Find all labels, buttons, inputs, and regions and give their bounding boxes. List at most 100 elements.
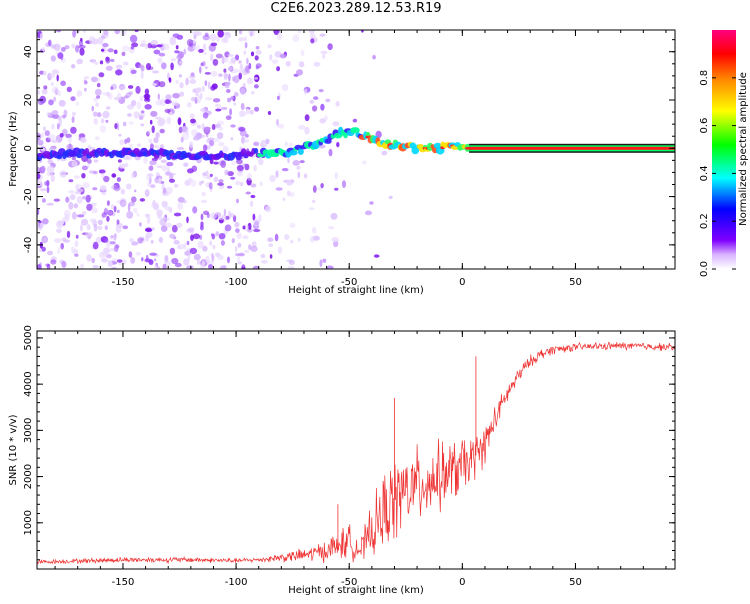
- y-tick-label: 40: [23, 45, 34, 58]
- noise-blob: [235, 180, 240, 186]
- noise-blob: [230, 57, 237, 63]
- y-tick-label: 4000: [23, 371, 34, 396]
- noise-blob: [362, 160, 367, 165]
- noise-blob: [199, 181, 202, 186]
- noise-blob: [201, 199, 207, 204]
- noise-blob: [203, 210, 209, 215]
- noise-blob: [216, 132, 224, 140]
- noise-blob: [218, 73, 223, 77]
- noise-blob: [189, 78, 197, 85]
- noise-blob: [82, 196, 87, 200]
- noise-blob: [253, 77, 259, 80]
- noise-blob: [101, 212, 107, 218]
- x-tick-label: -150: [112, 577, 135, 588]
- noise-blob: [56, 74, 59, 82]
- noise-blob: [193, 253, 201, 261]
- noise-blob: [93, 118, 98, 125]
- noise-blob: [324, 115, 328, 121]
- noise-blob: [163, 43, 170, 51]
- noise-blob: [199, 66, 202, 74]
- noise-blob: [104, 225, 109, 231]
- noise-blob: [192, 233, 200, 240]
- noise-blob: [189, 247, 198, 255]
- noise-blob: [46, 180, 50, 187]
- noise-blob: [153, 258, 157, 262]
- noise-blob: [239, 110, 246, 117]
- noise-blob: [158, 165, 163, 169]
- noise-blob: [164, 108, 171, 113]
- noise-blob: [119, 139, 125, 145]
- noise-blob: [213, 161, 219, 165]
- noise-blob: [131, 172, 135, 179]
- noise-blob: [133, 207, 138, 214]
- noise-blob: [239, 63, 243, 70]
- noise-blob: [253, 164, 257, 172]
- noise-blob: [303, 88, 308, 95]
- noise-blob: [159, 98, 167, 106]
- noise-blob: [238, 37, 245, 42]
- noise-blob: [296, 165, 301, 170]
- noise-blob: [300, 49, 305, 56]
- noise-blob: [136, 101, 141, 110]
- noise-blob: [72, 111, 76, 117]
- noise-blob: [227, 97, 232, 103]
- noise-blob: [247, 222, 252, 230]
- noise-blob: [267, 44, 272, 49]
- noise-blob: [71, 156, 77, 161]
- noise-blob: [115, 244, 120, 249]
- noise-blob: [119, 199, 127, 208]
- noise-blob: [210, 252, 214, 259]
- noise-blob: [164, 99, 172, 104]
- x-tick-label: -50: [341, 277, 357, 288]
- noise-blob: [146, 173, 151, 182]
- noise-blob: [289, 192, 295, 197]
- noise-blob: [143, 93, 151, 100]
- noise-blob: [251, 91, 255, 95]
- noise-blob: [210, 70, 218, 77]
- noise-blob: [94, 61, 99, 65]
- noise-blob: [205, 170, 209, 176]
- noise-blob: [282, 197, 286, 201]
- noise-blob: [212, 98, 221, 103]
- noise-blob: [61, 47, 66, 52]
- noise-blob: [93, 97, 98, 102]
- noise-blob: [201, 85, 205, 93]
- noise-blob: [222, 145, 229, 153]
- noise-blob: [215, 123, 221, 128]
- noise-blob: [176, 222, 183, 228]
- noise-blob: [76, 196, 83, 204]
- noise-blob: [326, 265, 334, 269]
- noise-blob: [210, 42, 218, 47]
- noise-blob: [55, 228, 62, 233]
- spectrogram-frame: [36, 29, 676, 270]
- noise-blob: [202, 34, 210, 41]
- noise-blob: [253, 142, 259, 146]
- noise-blob: [106, 215, 110, 222]
- noise-blob: [246, 77, 254, 85]
- noise-blob: [76, 214, 85, 218]
- noise-blob: [120, 188, 125, 195]
- noise-blob: [86, 203, 93, 211]
- noise-blob: [227, 54, 234, 57]
- noise-blob: [213, 176, 219, 182]
- ridge-blob: [253, 148, 259, 154]
- y-tick-label: 5000: [23, 325, 34, 350]
- noise-blob: [38, 248, 42, 253]
- colorbar-gradient: [712, 30, 736, 269]
- noise-blob: [86, 254, 92, 262]
- ridge-blob: [72, 147, 81, 156]
- colorbar-tick-label: 0.8: [699, 70, 710, 86]
- noise-blob: [238, 252, 245, 257]
- noise-blob: [63, 209, 71, 218]
- noise-blob: [88, 36, 96, 45]
- noise-blob: [334, 172, 338, 180]
- x-tick-label: 50: [569, 277, 582, 288]
- noise-blob: [215, 252, 221, 257]
- noise-blob: [116, 92, 122, 101]
- noise-blob: [187, 254, 191, 262]
- noise-blob: [93, 170, 98, 175]
- noise-blob: [87, 163, 91, 169]
- noise-blob: [66, 143, 74, 151]
- noise-blob: [226, 185, 233, 189]
- noise-blob: [113, 49, 118, 54]
